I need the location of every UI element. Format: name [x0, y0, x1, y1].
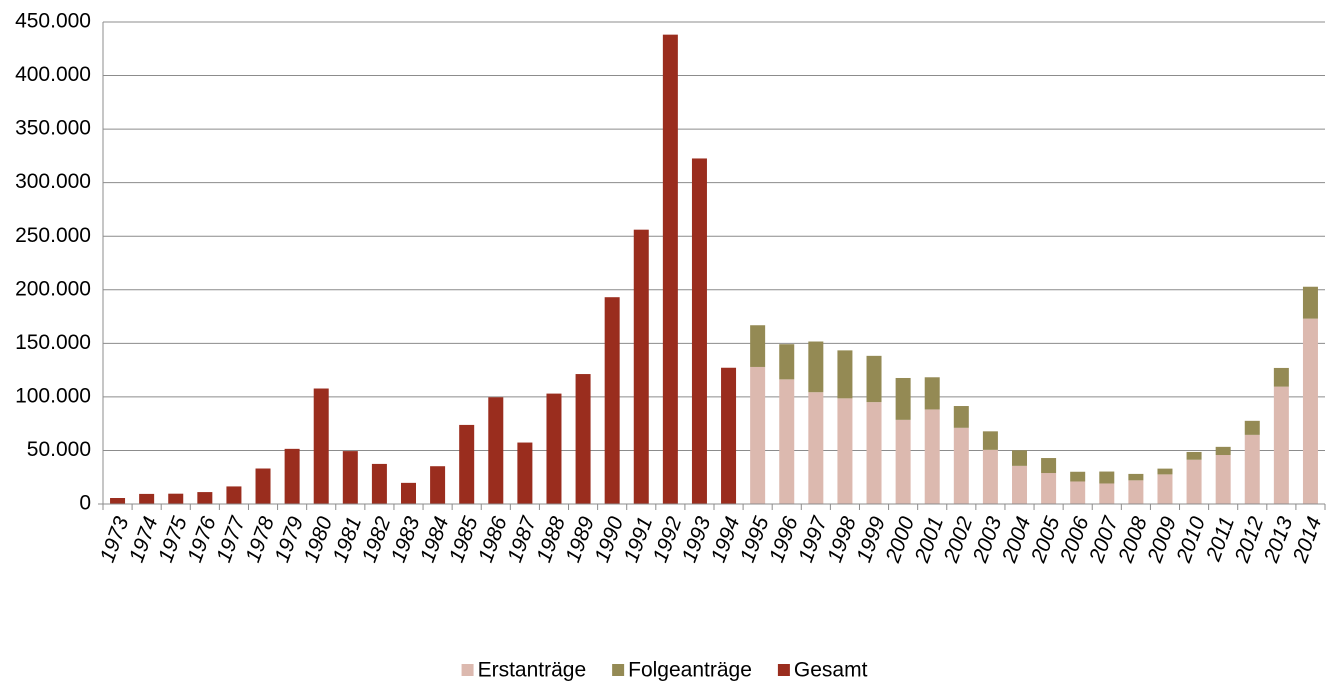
bar-segment: [401, 482, 416, 504]
bar-segment: [342, 451, 358, 504]
legend: Erstanträge Folgeanträge Gesamt: [461, 659, 868, 682]
bar-segment: [459, 424, 475, 504]
bar-segment: [1273, 386, 1289, 504]
bar-segment: [1099, 471, 1115, 484]
bar-segment: [1128, 473, 1144, 481]
bar-segment: [779, 379, 795, 504]
bar-segment: [1215, 455, 1231, 504]
bar-segment: [953, 427, 969, 504]
legend-label: Folgeanträge: [628, 659, 752, 682]
bar-segment: [808, 341, 824, 393]
legend-swatch: [612, 664, 625, 676]
bar-segment: [1099, 483, 1115, 504]
bar-segment: [430, 466, 446, 504]
y-tick-label: 50.000: [27, 438, 91, 461]
bar-segment: [1070, 481, 1086, 504]
bar-segment: [1128, 480, 1144, 504]
bar-segment: [837, 350, 853, 399]
bar-segment: [982, 449, 998, 504]
bar-segment: [1244, 434, 1260, 504]
bar-segment: [546, 393, 562, 504]
bar-segment: [313, 388, 329, 504]
y-tick-label: 200.000: [15, 277, 91, 300]
bar-segment: [139, 493, 155, 504]
bar-segment: [1041, 473, 1057, 504]
bar-segment: [779, 344, 795, 380]
bar-segment: [982, 431, 998, 450]
y-tick-label: 350.000: [15, 117, 91, 140]
bar-segment: [1273, 367, 1289, 387]
bar-segment: [924, 409, 940, 504]
y-tick-label: 250.000: [15, 224, 91, 247]
bar-segment: [808, 392, 824, 504]
bar-segment: [1041, 458, 1057, 474]
bar-segment: [1186, 459, 1202, 504]
bar-segment: [1302, 318, 1318, 504]
bar-segment: [575, 374, 591, 504]
bar-segment: [924, 377, 940, 410]
bar-segment: [1244, 420, 1260, 435]
bar-segment: [866, 402, 882, 504]
bar-segment: [168, 493, 184, 504]
bar-segment: [1186, 451, 1202, 460]
bar-segment: [197, 492, 213, 504]
y-tick-label: 100.000: [15, 384, 91, 407]
y-tick-label: 300.000: [15, 170, 91, 193]
bar-segment: [371, 463, 387, 504]
bar-segment: [866, 355, 882, 403]
bar-segment: [837, 398, 853, 504]
y-tick-label: 450.000: [15, 10, 91, 33]
y-tick-label: 0: [79, 492, 91, 515]
bar-segment: [633, 229, 649, 504]
bar-segment: [1157, 468, 1173, 475]
bar-segment: [750, 366, 766, 504]
bar-segment: [604, 297, 620, 504]
bar-segment: [226, 486, 242, 504]
legend-label: Erstanträge: [478, 659, 587, 682]
bar-segment: [1215, 446, 1231, 456]
bar-segment: [1070, 471, 1086, 482]
bar-segment: [284, 448, 300, 504]
bar-segment: [1012, 465, 1027, 504]
bar-segment: [721, 367, 737, 504]
bar-segment: [1302, 286, 1318, 319]
y-tick-label: 400.000: [15, 63, 91, 86]
bar-segment: [895, 377, 911, 420]
legend-label: Gesamt: [794, 659, 868, 682]
bar-segment: [953, 406, 969, 428]
y-tick-label: 150.000: [15, 331, 91, 354]
bar-segment: [517, 442, 533, 504]
bar-segment: [895, 419, 911, 504]
legend-swatch: [777, 664, 790, 676]
bar-segment: [750, 325, 766, 367]
bar-segment: [110, 498, 126, 504]
bar-segment: [662, 34, 678, 505]
bar-segment: [1157, 474, 1173, 504]
legend-swatch: [461, 664, 474, 676]
bar-segment: [691, 158, 707, 504]
bar-segment: [255, 468, 271, 504]
bar-segment: [1012, 450, 1027, 466]
bar-segment: [488, 397, 504, 504]
